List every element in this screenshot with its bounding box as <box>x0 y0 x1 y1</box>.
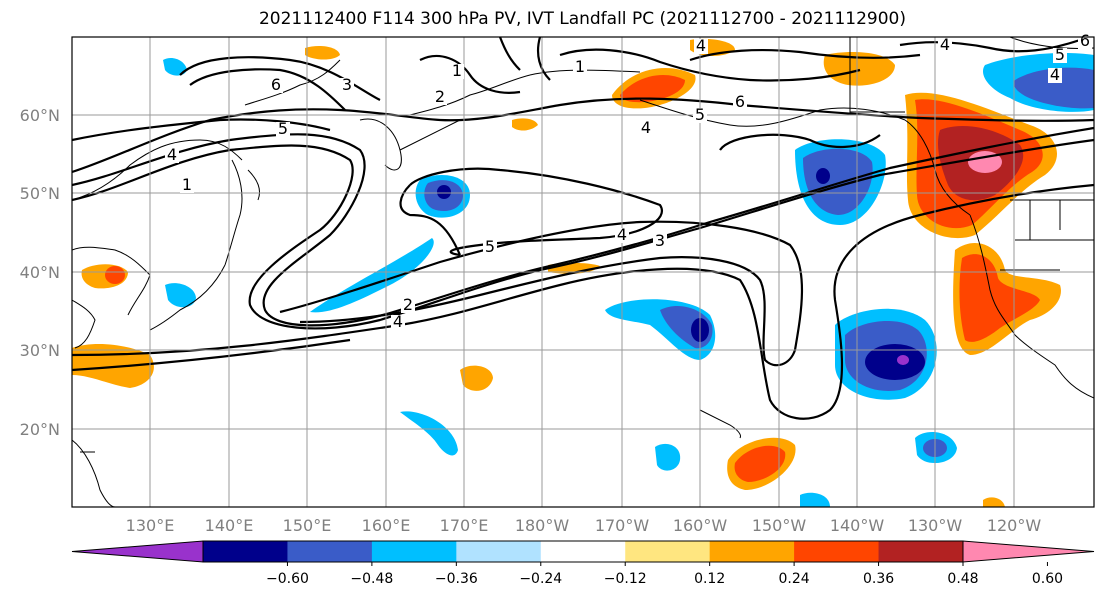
colorbar: −0.60 −0.48 −0.36 −0.24 −0.12 0.12 0.24 0.36 0.4… <box>71 540 1095 587</box>
lat-label: 60°N <box>20 106 60 125</box>
lon-label: 130°E <box>126 516 175 535</box>
lon-label: 160°E <box>362 516 411 535</box>
contour-label-bg <box>433 90 447 105</box>
colorbar-tick-label: 0.12 <box>694 571 725 587</box>
colorbar-bin <box>625 541 711 562</box>
contour-label: 4 <box>617 225 627 244</box>
contour-label-bg <box>938 38 952 53</box>
colorbar-extend-high <box>962 540 1095 563</box>
lon-label: 140°W <box>830 516 885 535</box>
lon-label: 130°W <box>908 516 963 535</box>
contour-label: 5 <box>278 119 288 138</box>
contour-label-bg <box>573 60 587 75</box>
contour-label: 5 <box>1055 45 1065 64</box>
contour-label-bg <box>276 122 290 137</box>
colorbar-tick-label: −0.12 <box>604 571 647 587</box>
contour-label-bg <box>615 228 629 243</box>
contour-label: 4 <box>393 312 403 331</box>
colorbar-bin <box>456 541 542 562</box>
contour-label: 2 <box>435 87 445 106</box>
lon-label: 170°E <box>440 516 489 535</box>
colorbar-tick-label: 0.48 <box>947 571 978 587</box>
colorbar-frame <box>202 540 964 563</box>
colorbar-bin <box>371 541 457 562</box>
contour-label: 1 <box>182 175 192 194</box>
contour-label-bg <box>401 298 415 313</box>
contour-label: 6 <box>271 75 281 94</box>
contour-label-bg <box>269 78 283 93</box>
contour-label-bg <box>450 64 464 79</box>
colorbar-tick-label: 0.60 <box>1032 571 1063 587</box>
colorbar-tick-label: −0.60 <box>266 571 309 587</box>
contour-label: 1 <box>452 61 462 80</box>
colorbar-bin <box>709 541 795 562</box>
colorbar-tick-label: −0.36 <box>435 571 478 587</box>
lon-label: 160°W <box>673 516 728 535</box>
contour-label-bg <box>165 148 179 163</box>
colorbar-tick-label: −0.48 <box>350 571 393 587</box>
colorbar-bin <box>540 541 626 562</box>
contour-label: 6 <box>735 92 745 111</box>
contour-label: 2 <box>403 295 413 314</box>
contour-label: 4 <box>1050 65 1060 84</box>
lat-label: 20°N <box>20 420 60 439</box>
contour-label: 3 <box>342 75 352 94</box>
coastlines <box>72 37 1094 507</box>
contour-label: 4 <box>696 36 706 55</box>
contour-label-bg <box>180 178 194 193</box>
lon-label: 120°W <box>987 516 1042 535</box>
contour-label-bg <box>639 121 653 136</box>
colorbar-tick-label: −0.24 <box>519 571 562 587</box>
colorbar-bin <box>878 541 964 562</box>
lon-label: 140°E <box>205 516 254 535</box>
lon-label: 180°W <box>515 516 570 535</box>
colorbar-extend-low <box>71 540 204 563</box>
contour-label-bg <box>1053 48 1067 63</box>
longitude-labels: 130°E 140°E 150°E 160°E 170°E 180°W 170°W 160°W… <box>126 516 1042 535</box>
contour-label: 3 <box>655 231 665 250</box>
contour-label-bg <box>653 234 667 249</box>
colorbar-tick-label: 0.24 <box>779 571 810 587</box>
colorbar-bin <box>794 541 880 562</box>
contour-label-bg <box>483 240 497 255</box>
colorbar-bin <box>287 541 373 562</box>
latitude-labels: 60°N 50°N 40°N 30°N 20°N <box>20 106 60 439</box>
contour-label-bg <box>1078 34 1092 49</box>
contour-label: 4 <box>641 118 651 137</box>
contour-label: 6 <box>1080 31 1090 50</box>
lat-label: 50°N <box>20 184 60 203</box>
negative-shading <box>163 53 1094 507</box>
lat-label: 30°N <box>20 341 60 360</box>
colorbar-bin <box>203 541 288 562</box>
contour-label-bg <box>1048 68 1062 83</box>
contour-label: 1 <box>575 57 585 76</box>
contour-label-bg <box>694 39 708 54</box>
lon-label: 150°W <box>752 516 807 535</box>
contour-label-bg <box>340 78 354 93</box>
lon-label: 150°E <box>283 516 332 535</box>
contour-label: 4 <box>167 145 177 164</box>
contour-label: 5 <box>485 237 495 256</box>
contour-label-bg <box>733 95 747 110</box>
lat-label: 40°N <box>20 263 60 282</box>
contour-label: 5 <box>695 105 705 124</box>
lon-label: 170°W <box>595 516 650 535</box>
colorbar-tick-label: 0.36 <box>863 571 894 587</box>
map-title: 2021112400 F114 300 hPa PV, IVT Landfall… <box>258 9 906 29</box>
contour-label: 4 <box>940 35 950 54</box>
contour-label-bg <box>693 108 707 123</box>
map-frame <box>71 36 1095 508</box>
contour-label-bg <box>391 315 405 330</box>
graticule <box>72 37 1094 507</box>
